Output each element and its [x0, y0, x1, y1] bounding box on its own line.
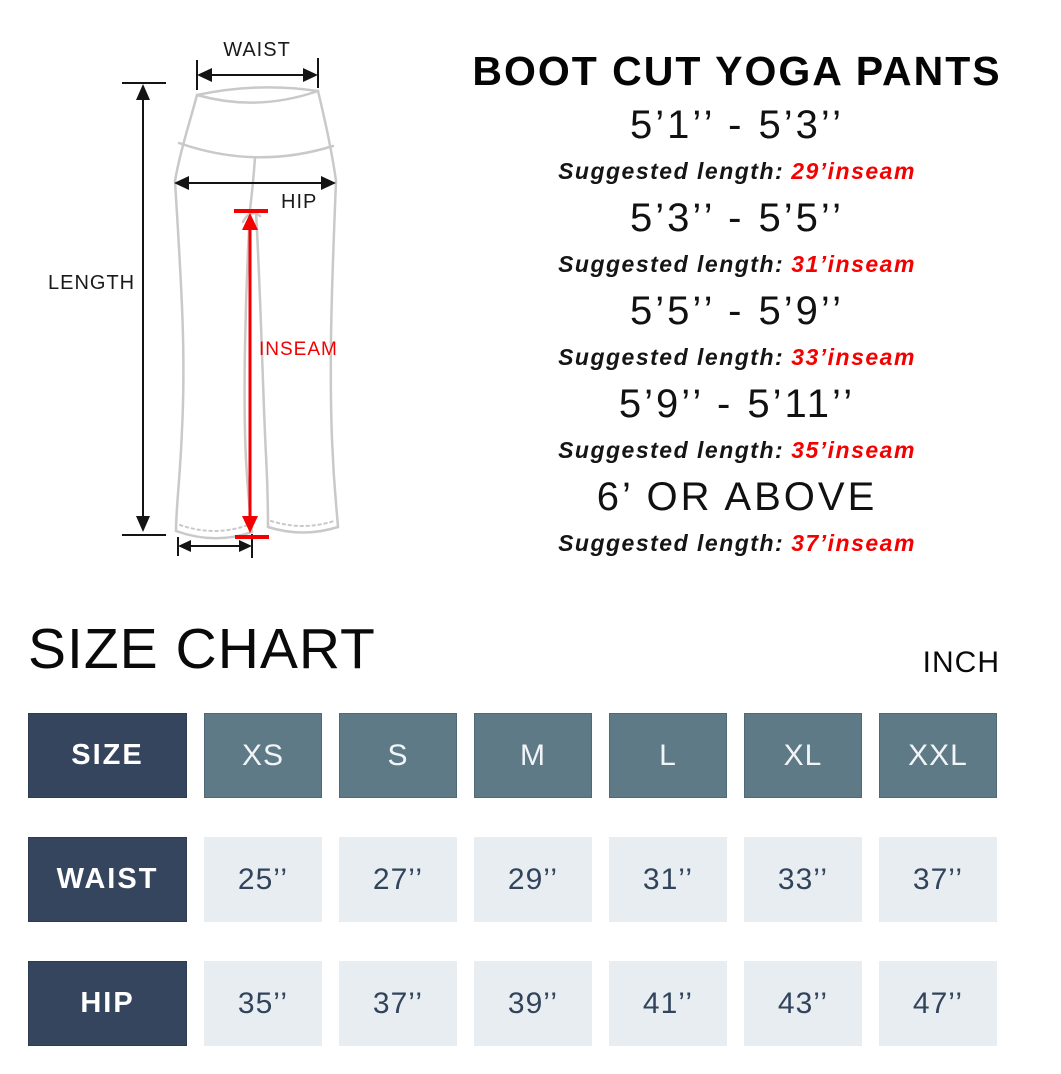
- waist-value: 27’’: [339, 837, 457, 922]
- hip-label: HIP: [281, 191, 317, 213]
- suggestion-label: Suggested length:: [558, 158, 785, 184]
- height-range: 5’9’’ - 5’11’’: [618, 382, 856, 426]
- suggested-length: Suggested length: 35’inseam: [437, 435, 1037, 465]
- suggested-length: Suggested length: 29’inseam: [437, 156, 1037, 186]
- inseam-value: 35’inseam: [791, 437, 916, 463]
- size-chart-title: SIZE CHART: [28, 617, 376, 681]
- hip-value: 37’’: [339, 961, 457, 1046]
- waist-value: 29’’: [474, 837, 592, 922]
- waist-arrow: [196, 58, 319, 90]
- hip-value: 39’’: [474, 961, 592, 1046]
- height-range: 6’ OR ABOVE: [596, 475, 878, 519]
- hip-value: 35’’: [204, 961, 322, 1046]
- hip-arrow: [174, 176, 336, 190]
- size-col-l: L: [609, 713, 727, 798]
- hip-value: 43’’: [744, 961, 862, 1046]
- height-recommendations: BOOT CUT YOGA PANTS 5’1’’ - 5’3’’ Sugges…: [437, 40, 1037, 558]
- size-chart-table: SIZE XS S M L XL XXL WAIST 25’’ 27’’ 29’…: [28, 713, 997, 1046]
- size-col-s: S: [339, 713, 457, 798]
- inseam-value: 33’inseam: [791, 344, 916, 370]
- suggested-length: Suggested length: 33’inseam: [437, 342, 1037, 372]
- length-arrow: [122, 82, 166, 536]
- inseam-value: 31’inseam: [791, 251, 916, 277]
- product-title: BOOT CUT YOGA PANTS: [472, 48, 1002, 94]
- waist-value: 31’’: [609, 837, 727, 922]
- waist-value: 33’’: [744, 837, 862, 922]
- size-header-cell: SIZE: [28, 713, 187, 798]
- inseam-arrow: [234, 209, 269, 539]
- size-col-xs: XS: [204, 713, 322, 798]
- suggestion-label: Suggested length:: [558, 437, 785, 463]
- suggestion-label: Suggested length:: [558, 251, 785, 277]
- waist-value: 25’’: [204, 837, 322, 922]
- pants-outline: [173, 86, 340, 540]
- waist-row-label: WAIST: [28, 837, 187, 922]
- waist-value: 37’’: [879, 837, 997, 922]
- suggested-length: Suggested length: 31’inseam: [437, 249, 1037, 279]
- inseam-value: 29’inseam: [791, 158, 916, 184]
- inseam-label: INSEAM: [259, 339, 338, 360]
- length-label: LENGTH: [48, 272, 135, 294]
- hip-value: 47’’: [879, 961, 997, 1046]
- waist-label: WAIST: [223, 39, 291, 61]
- suggestion-label: Suggested length:: [558, 344, 785, 370]
- size-col-m: M: [474, 713, 592, 798]
- size-chart-unit: INCH: [922, 646, 1000, 679]
- height-range: 5’5’’ - 5’9’’: [630, 289, 844, 333]
- size-col-xl: XL: [744, 713, 862, 798]
- hip-row-label: HIP: [28, 961, 187, 1046]
- suggestion-label: Suggested length:: [558, 530, 785, 556]
- hip-value: 41’’: [609, 961, 727, 1046]
- inseam-value: 37’inseam: [791, 530, 916, 556]
- suggested-length: Suggested length: 37’inseam: [437, 528, 1037, 558]
- height-range: 5’3’’ - 5’5’’: [630, 196, 844, 240]
- size-col-xxl: XXL: [879, 713, 997, 798]
- pants-measurement-diagram: WAIST LENGTH HIP INSEAM: [48, 39, 340, 558]
- height-range: 5’1’’ - 5’3’’: [630, 103, 844, 147]
- hem-width-arrow: [177, 534, 253, 558]
